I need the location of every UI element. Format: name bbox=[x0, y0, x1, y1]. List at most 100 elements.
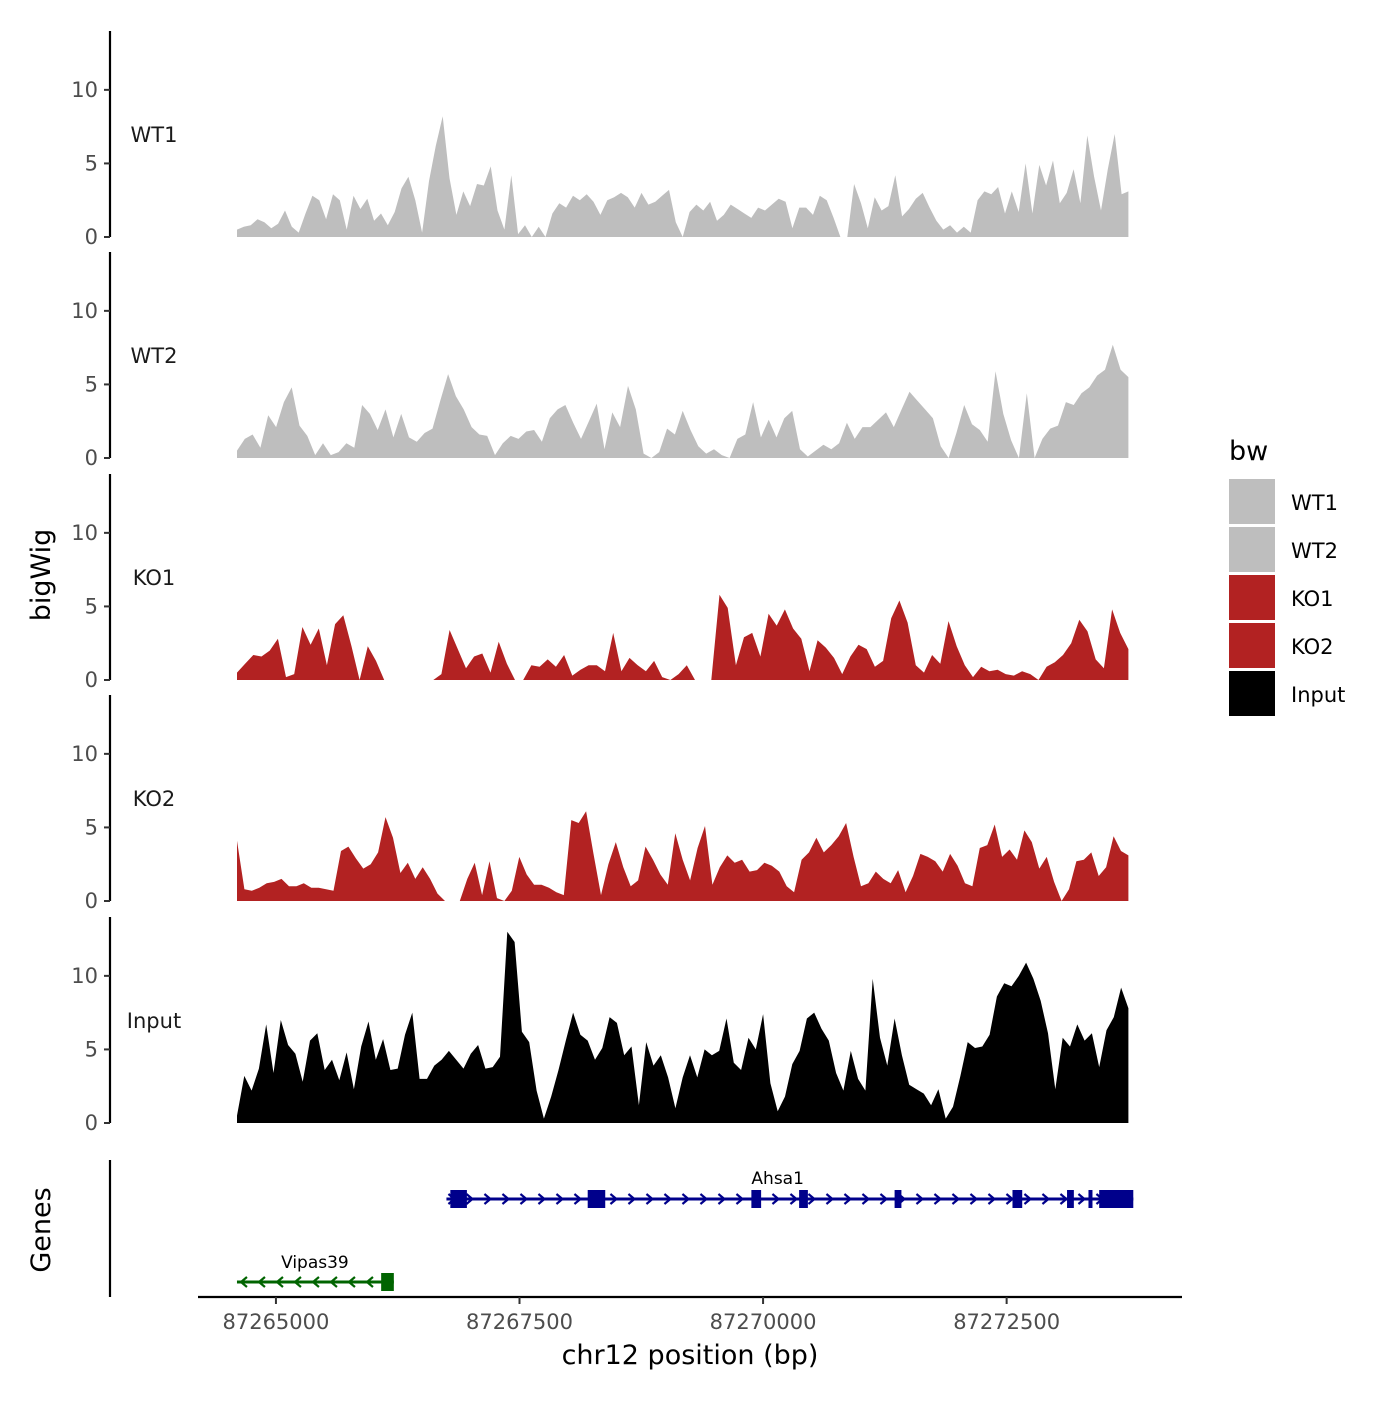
coverage-area-wt1 bbox=[237, 116, 1129, 237]
strand-arrow bbox=[681, 1193, 691, 1205]
exon bbox=[1088, 1190, 1093, 1208]
strand-arrow bbox=[825, 1193, 835, 1205]
exon bbox=[1067, 1190, 1074, 1208]
strand-arrow bbox=[879, 1193, 889, 1205]
strand-arrow bbox=[1059, 1193, 1069, 1205]
strand-arrow bbox=[915, 1193, 925, 1205]
coverage-area-input bbox=[237, 931, 1129, 1123]
y-tick-label: 5 bbox=[85, 372, 98, 396]
track-wt1: 0 5 10 WT1 bbox=[71, 31, 1129, 249]
strand-arrow bbox=[1041, 1193, 1051, 1205]
strand-arrow bbox=[573, 1193, 583, 1205]
gene-vipas39: Vipas39 bbox=[236, 1253, 394, 1291]
strand-arrow bbox=[807, 1193, 817, 1205]
track-input: 0 5 10 Input bbox=[71, 917, 1129, 1135]
strand-arrow bbox=[771, 1193, 781, 1205]
strand-arrow bbox=[537, 1193, 547, 1205]
strand-arrow bbox=[365, 1276, 374, 1288]
track-ko1: 0 5 10 KO1 bbox=[71, 474, 1129, 692]
strand-arrow bbox=[293, 1276, 302, 1288]
strand-arrow bbox=[329, 1276, 338, 1288]
y-tick-label: 10 bbox=[71, 964, 98, 988]
legend-title: bw bbox=[1229, 436, 1268, 467]
strand-arrow bbox=[987, 1193, 997, 1205]
track-ko2: 0 5 10 KO2 bbox=[71, 695, 1129, 913]
legend-swatch-ko2 bbox=[1229, 623, 1275, 668]
y-tick-label: 0 bbox=[85, 889, 98, 913]
y-tick-label: 0 bbox=[85, 446, 98, 470]
track-label-ko1: KO1 bbox=[133, 566, 176, 590]
x-tick-label: 87265000 bbox=[222, 1310, 329, 1334]
strand-arrow bbox=[933, 1193, 943, 1205]
x-tick-label: 87270000 bbox=[710, 1310, 817, 1334]
strand-arrow bbox=[275, 1276, 284, 1288]
track-label-wt1: WT1 bbox=[131, 123, 178, 147]
strand-arrow bbox=[645, 1193, 655, 1205]
legend-swatch-wt1 bbox=[1229, 479, 1275, 524]
x-axis: 87265000 87267500 87270000 87272500 bbox=[198, 1295, 1182, 1334]
strand-arrow bbox=[663, 1193, 673, 1205]
y-tick-label: 0 bbox=[85, 668, 98, 692]
exon bbox=[1012, 1190, 1023, 1208]
genes-panel: Ahsa1 Vipas39 bbox=[108, 1160, 1134, 1297]
gene-ahsa1: Ahsa1 bbox=[446, 1169, 1134, 1208]
strand-arrow bbox=[347, 1276, 356, 1288]
legend-label-ko2: KO2 bbox=[1291, 635, 1334, 659]
y-tick-label: 10 bbox=[71, 742, 98, 766]
exon bbox=[894, 1190, 902, 1208]
strand-arrow bbox=[1077, 1193, 1087, 1205]
y-tick-label: 0 bbox=[85, 225, 98, 249]
strand-arrow bbox=[239, 1276, 248, 1288]
track-label-wt2: WT2 bbox=[131, 344, 178, 368]
coverage-area-wt2 bbox=[237, 344, 1129, 458]
coverage-area-ko2 bbox=[237, 811, 1129, 901]
strand-arrow bbox=[257, 1276, 266, 1288]
strand-arrow bbox=[1005, 1193, 1015, 1205]
y-tick-label: 10 bbox=[71, 299, 98, 323]
strand-arrow bbox=[501, 1193, 511, 1205]
gene-label-vipas39: Vipas39 bbox=[281, 1253, 349, 1273]
x-tick-label: 87267500 bbox=[466, 1310, 573, 1334]
y-tick-label: 10 bbox=[71, 521, 98, 545]
exon bbox=[381, 1273, 394, 1291]
strand-arrow bbox=[519, 1193, 529, 1205]
strand-arrow bbox=[609, 1193, 619, 1205]
y-tick-label: 0 bbox=[85, 1111, 98, 1135]
strand-arrow bbox=[1023, 1193, 1033, 1205]
strand-arrow bbox=[789, 1193, 799, 1205]
strand-arrow bbox=[555, 1193, 565, 1205]
strand-arrow bbox=[843, 1193, 853, 1205]
strand-arrow bbox=[465, 1193, 475, 1205]
y-tick-label: 5 bbox=[85, 594, 98, 618]
legend-label-wt2: WT2 bbox=[1291, 539, 1338, 563]
exon bbox=[1099, 1190, 1134, 1208]
strand-arrow bbox=[951, 1193, 961, 1205]
y-axis-title: bigWig bbox=[26, 529, 57, 622]
genes-panel-title: Genes bbox=[26, 1187, 57, 1272]
strand-arrow bbox=[627, 1193, 637, 1205]
y-tick-label: 5 bbox=[85, 151, 98, 175]
legend-label-wt1: WT1 bbox=[1291, 491, 1338, 515]
strand-arrow bbox=[483, 1193, 493, 1205]
y-tick-label: 10 bbox=[71, 78, 98, 102]
x-axis-title: chr12 position (bp) bbox=[562, 1340, 819, 1371]
exon bbox=[587, 1190, 606, 1208]
legend: bw WT1 WT2 KO1 KO2 Input bbox=[1229, 436, 1345, 716]
legend-swatch-ko1 bbox=[1229, 575, 1275, 620]
track-wt2: 0 5 10 WT2 bbox=[71, 252, 1129, 470]
coverage-tracks: 0 5 10 WT1 0 5 10 WT2 0 5 10 KO1 0 5 10 KO2 0 5 10 Input bbox=[71, 31, 1129, 1135]
legend-label-input: Input bbox=[1291, 683, 1345, 707]
exon bbox=[799, 1190, 808, 1208]
strand-arrow bbox=[699, 1193, 709, 1205]
legend-swatch-input bbox=[1229, 671, 1275, 716]
strand-arrow bbox=[311, 1276, 320, 1288]
strand-arrow bbox=[717, 1193, 727, 1205]
strand-arrow bbox=[969, 1193, 979, 1205]
y-tick-label: 5 bbox=[85, 815, 98, 839]
gene-label-ahsa1: Ahsa1 bbox=[751, 1169, 804, 1189]
strand-arrow bbox=[735, 1193, 745, 1205]
legend-swatch-wt2 bbox=[1229, 527, 1275, 572]
y-tick-label: 5 bbox=[85, 1037, 98, 1061]
